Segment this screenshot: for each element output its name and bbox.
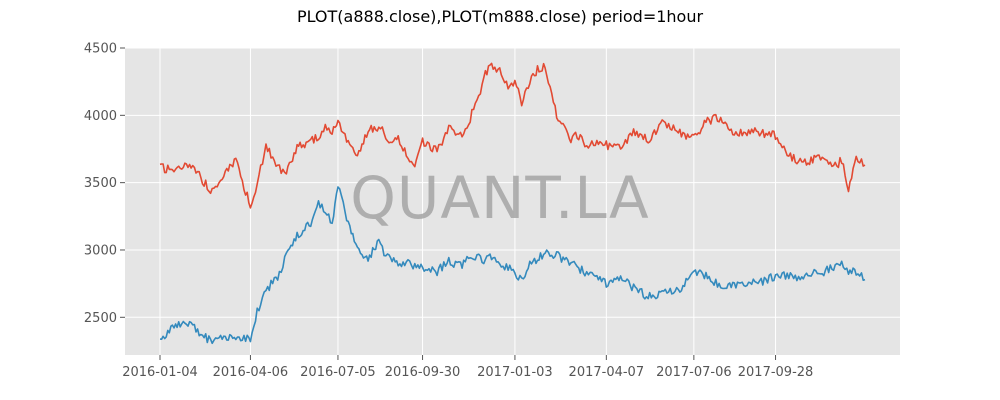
- y-tick-label: 4000: [84, 109, 117, 124]
- x-tick-label: 2017-04-07: [569, 365, 645, 380]
- x-tick-label: 2017-07-06: [656, 365, 732, 380]
- series-lines: [159, 62, 866, 345]
- plot-area: [125, 48, 900, 355]
- x-tick-label: 2017-01-03: [477, 365, 553, 380]
- y-axis-ticks: 2500 3000 3500 4000 4500: [84, 42, 125, 326]
- y-tick-label: 3000: [84, 243, 117, 258]
- x-tick-label: 2016-09-30: [385, 365, 461, 380]
- series-line-2: [159, 186, 866, 345]
- x-tick-label: 2016-01-04: [122, 365, 198, 380]
- y-tick-label: 3500: [84, 176, 117, 191]
- x-tick-label: 2016-07-05: [300, 365, 376, 380]
- y-tick-label: 4500: [84, 42, 117, 57]
- chart-title: PLOT(a888.close),PLOT(m888.close) period…: [297, 7, 704, 26]
- watermark: QUANT.LA: [350, 164, 649, 232]
- x-tick-label: 2016-04-06: [213, 365, 289, 380]
- y-tick-label: 2500: [84, 311, 117, 326]
- x-tick-label: 2017-09-28: [738, 365, 814, 380]
- series-line-1: [159, 62, 866, 209]
- grid-lines: [125, 47, 900, 355]
- x-axis-ticks: 2016-01-04 2016-04-06 2016-07-05 2016-09-30…: [122, 355, 813, 380]
